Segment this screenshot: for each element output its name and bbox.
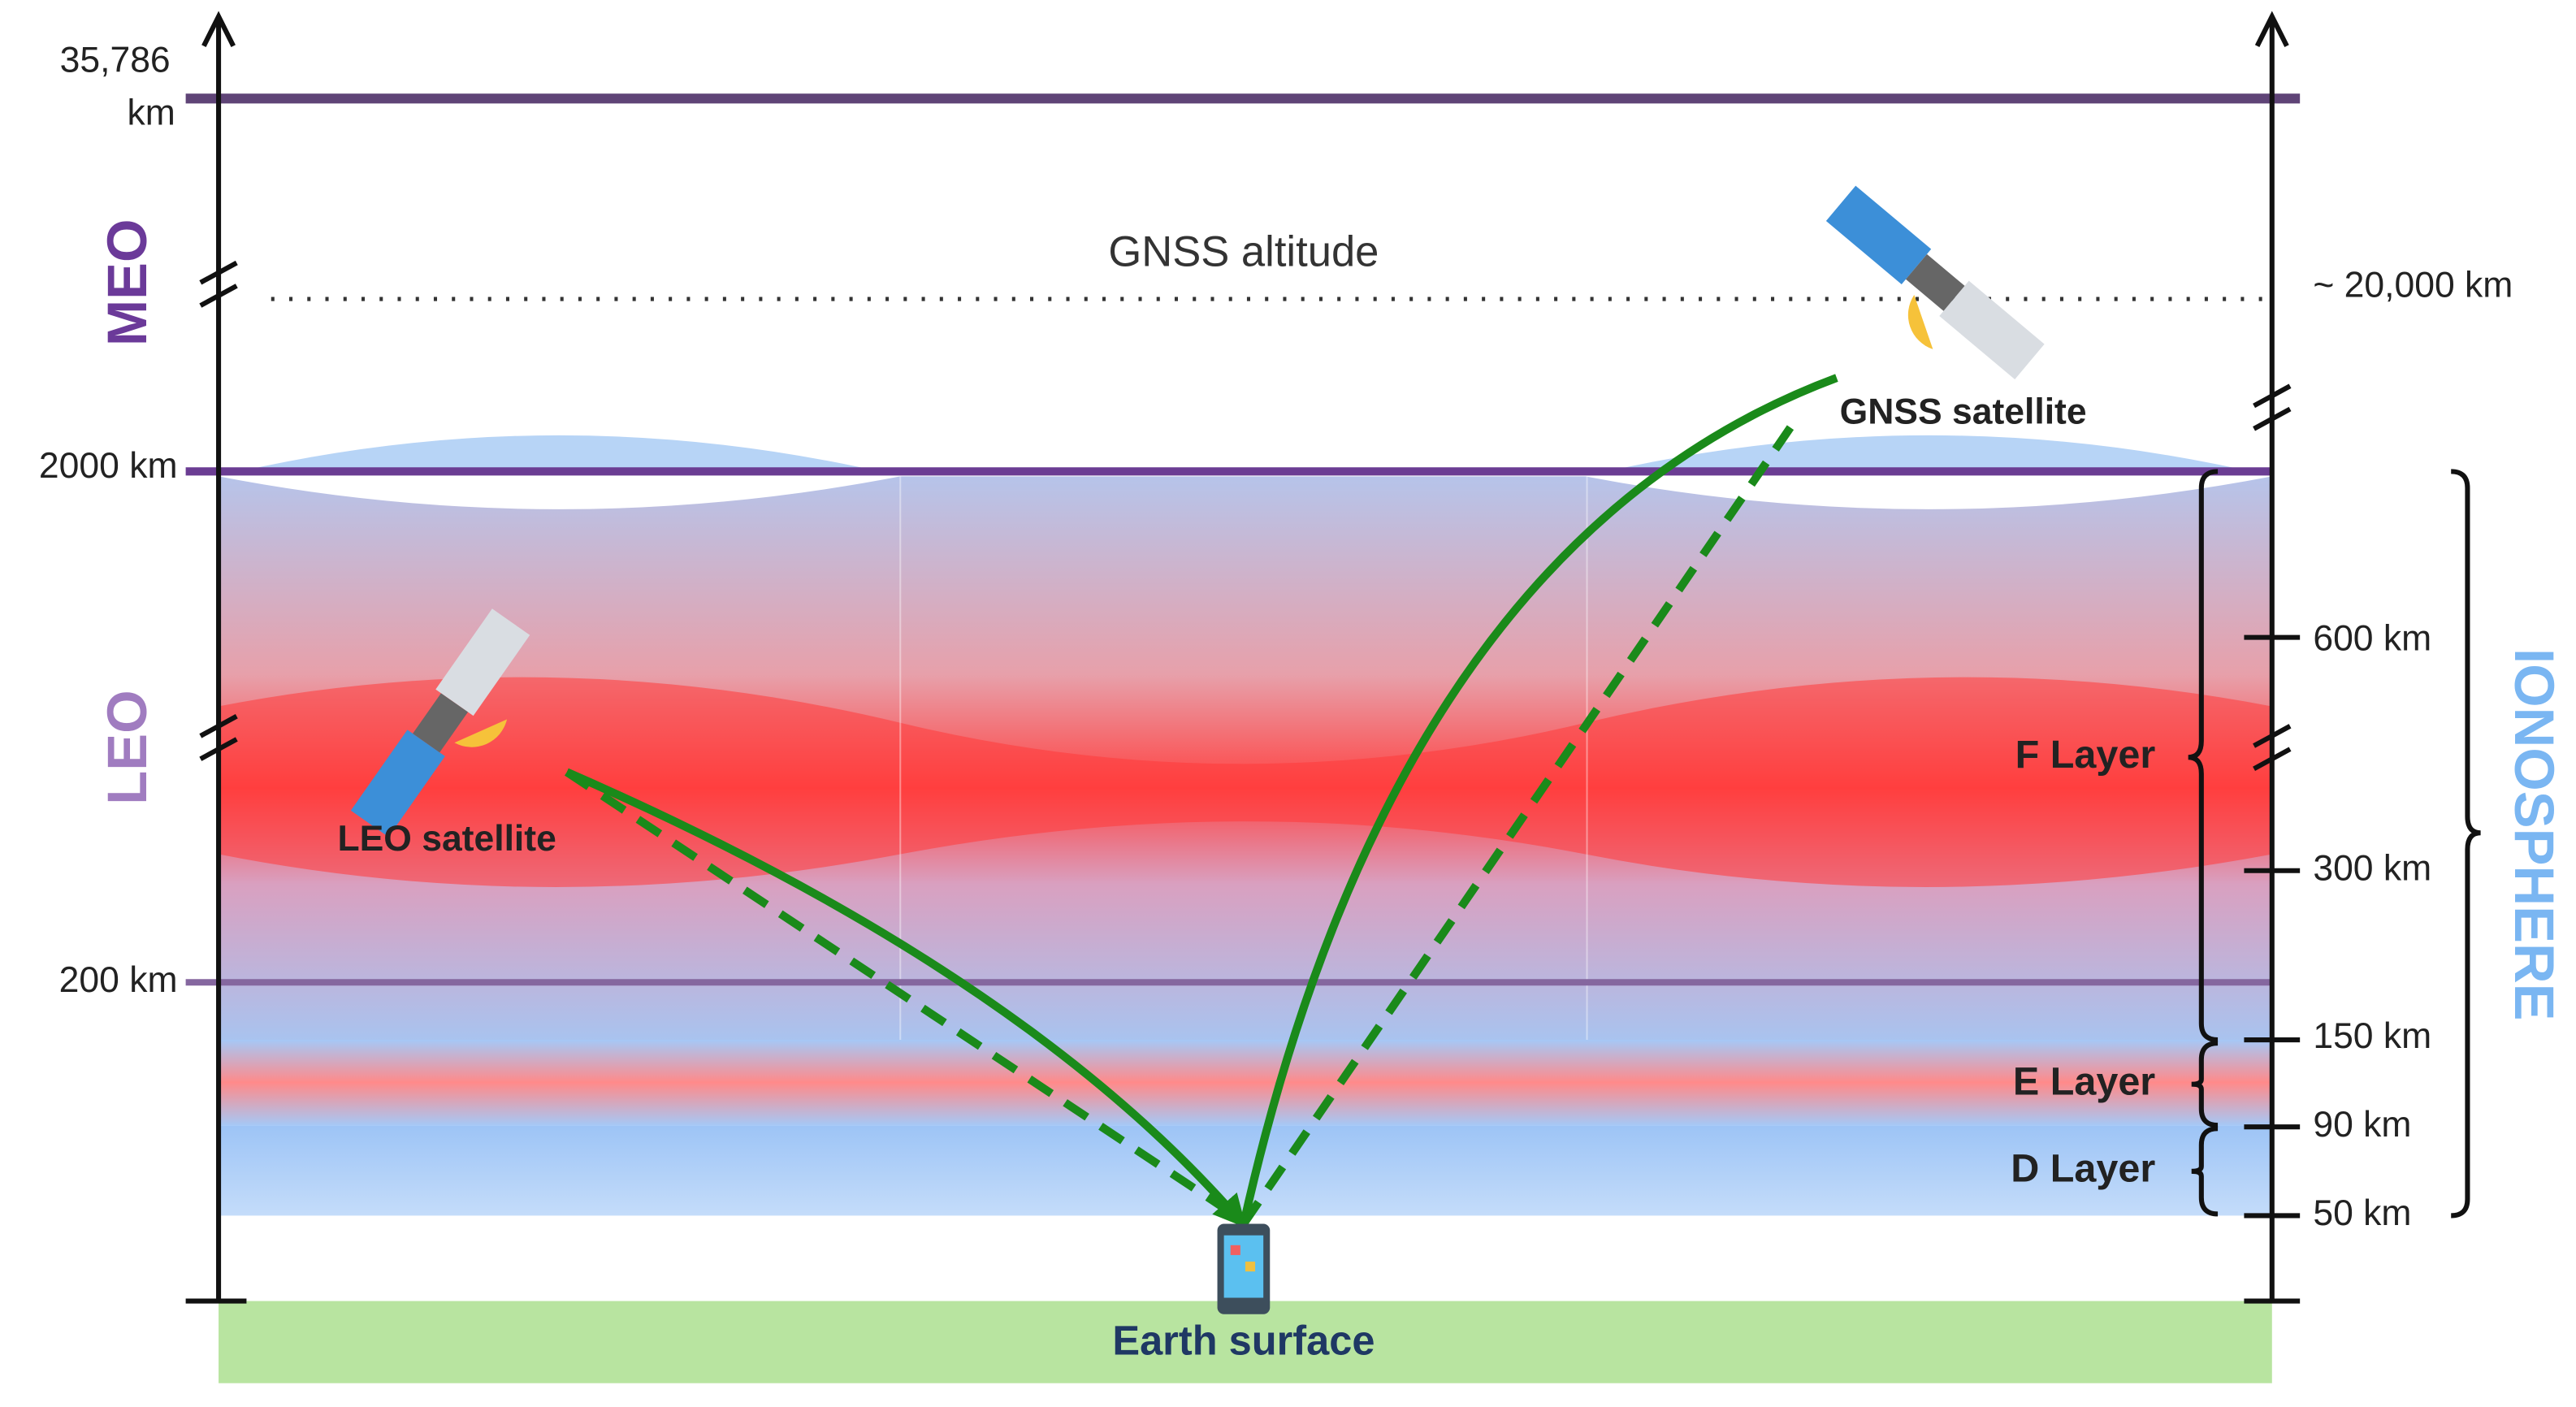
layer-label: D Layer [2011, 1147, 2155, 1191]
tick-label: 90 km [2313, 1105, 2411, 1145]
satellite-label: GNSS satellite [1840, 392, 2087, 431]
signal-paths [564, 374, 1838, 1228]
gnss-height: ~ 20,000 km [2313, 266, 2513, 305]
satellite-label: LEO satellite [337, 819, 556, 859]
gnss-satellite [1825, 185, 2045, 379]
phone [1217, 1223, 1271, 1314]
tick-label: 50 km [2313, 1193, 2411, 1233]
layer-label: E Layer [2013, 1059, 2155, 1103]
leo-satellite [350, 608, 530, 838]
top-unit: km [128, 93, 175, 132]
tick-label: 200 km [59, 960, 178, 1000]
atmosphere [219, 435, 2272, 1216]
ground [219, 1301, 2272, 1383]
tick-label: 150 km [2313, 1016, 2431, 1056]
tick-label: 300 km [2313, 849, 2431, 889]
ground-label: Earth surface [1112, 1318, 1375, 1364]
tick-label: 600 km [2313, 618, 2431, 658]
tick-label: 2000 km [39, 446, 178, 486]
axes [185, 11, 2481, 1304]
orbit-lines [185, 93, 2301, 986]
top-label: 35,786 [60, 41, 171, 80]
region-label: IONOSPHERE [2503, 648, 2565, 1020]
orbit-label: LEO [96, 690, 158, 804]
gnss-altitude: GNSS altitude [1108, 227, 1379, 275]
orbit-label: MEO [96, 219, 158, 347]
layer-label: F Layer [2015, 733, 2156, 777]
